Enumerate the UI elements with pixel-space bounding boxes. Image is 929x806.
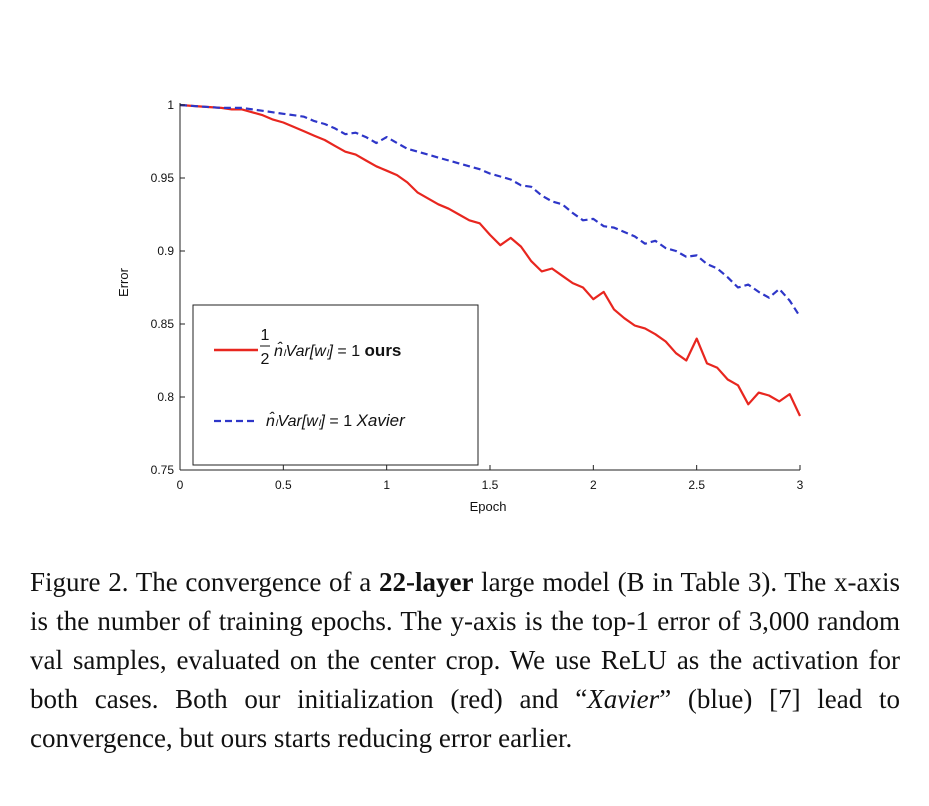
legend-name-ours: ours: [365, 341, 402, 360]
convergence-chart: 0 0.5 1 1.5 2 2.5 3 1 0.95 0.9 0.85 0.8 0.75 Epoch Err…: [116, 98, 804, 514]
y-tick-label: 0.85: [151, 317, 175, 331]
legend-formula-ours: n̂ₗVar[wₗ]: [274, 340, 334, 360]
legend-fraction-den: 2: [261, 351, 270, 368]
x-tick-label: 2: [590, 478, 597, 492]
legend-box: [192, 304, 479, 466]
series-line-xavier: [179, 103, 801, 318]
x-tick-label: 1.5: [482, 478, 499, 492]
y-tick-label: 0.95: [151, 171, 175, 185]
legend-fraction-num: 1: [261, 327, 270, 344]
legend-formula-xavier: n̂ₗVar[wₗ]: [266, 410, 326, 430]
caption-italic: Xavier: [587, 684, 660, 714]
legend-label-ours: n̂ₗVar[wₗ] = 1 ours: [274, 340, 401, 360]
x-tick-label: 0: [177, 478, 184, 492]
y-tick-label: 1: [167, 98, 174, 112]
x-tick-label: 1: [383, 478, 390, 492]
figure-caption: Figure 2. The convergence of a 22-layer …: [30, 563, 900, 758]
caption-prefix: Figure 2. The convergence of a: [30, 567, 379, 597]
legend-eq-xavier: = 1: [325, 413, 357, 430]
y-tick-label: 0.75: [151, 463, 175, 477]
x-tick-label: 3: [797, 478, 804, 492]
legend-name-xavier: Xavier: [356, 411, 407, 430]
x-tick-label: 2.5: [688, 478, 705, 492]
x-tick-label: 0.5: [275, 478, 292, 492]
y-tick-label: 0.9: [157, 244, 174, 258]
caption-middle: large model (B in Table 3). The x-axis i…: [30, 567, 900, 714]
legend-label-xavier: n̂ₗVar[wₗ] = 1 Xavier: [266, 410, 406, 430]
series-line-ours: [179, 103, 801, 417]
legend-eq-ours: = 1: [333, 343, 365, 360]
x-axis-label: Epoch: [470, 499, 507, 514]
caption-bold: 22-layer: [378, 567, 474, 597]
y-axis-label: Error: [116, 267, 131, 297]
caption-suffix: ” (blue) [7] lead to convergence, but ou…: [30, 684, 901, 753]
y-tick-label: 0.8: [157, 390, 174, 404]
